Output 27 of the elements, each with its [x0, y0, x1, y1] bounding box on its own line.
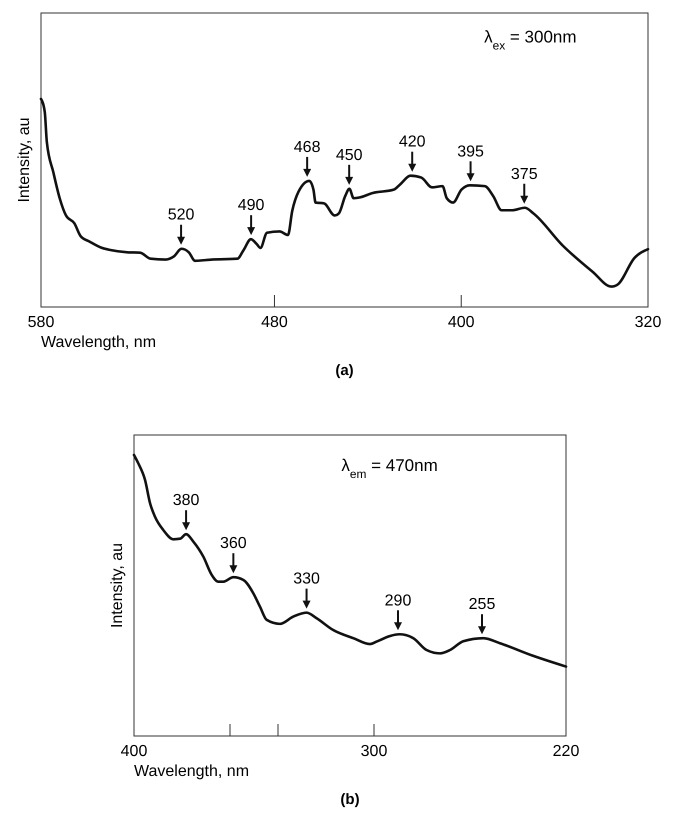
- x-tick-label: 300: [360, 743, 388, 760]
- annotation: 380: [172, 492, 200, 510]
- text: (a): [335, 362, 354, 379]
- text: (b): [340, 791, 360, 808]
- annotation: 420: [398, 134, 426, 151]
- annotation: 330: [293, 570, 320, 588]
- x-tick-label: 480: [261, 314, 288, 331]
- y-axis-title: Intensity, au: [109, 542, 126, 628]
- y-axis-title: Intensity, au: [16, 117, 33, 203]
- annotation: 520: [168, 206, 195, 224]
- x-tick-label: 400: [120, 743, 148, 760]
- annotation: 450: [336, 146, 363, 164]
- annotation: 395: [457, 143, 484, 160]
- x-axis-title: Wavelength, nm: [41, 334, 156, 351]
- text: λ$_{ex}$ = 300nm: [484, 27, 577, 52]
- x-tick-label: 400: [448, 314, 475, 331]
- annotation: 490: [238, 197, 265, 214]
- annotation: 468: [294, 138, 321, 156]
- annotation: 290: [384, 592, 412, 610]
- x-tick-label: 580: [28, 314, 54, 331]
- x-tick-label: 220: [552, 743, 580, 760]
- annotation: λ$_{em}$ = 470nm: [341, 456, 438, 482]
- x-tick-label: 320: [634, 314, 662, 331]
- annotation: 375: [510, 166, 538, 183]
- annotation: 255: [468, 596, 496, 614]
- x-axis-title: Wavelength, nm: [134, 763, 250, 780]
- annotation: 360: [220, 535, 247, 552]
